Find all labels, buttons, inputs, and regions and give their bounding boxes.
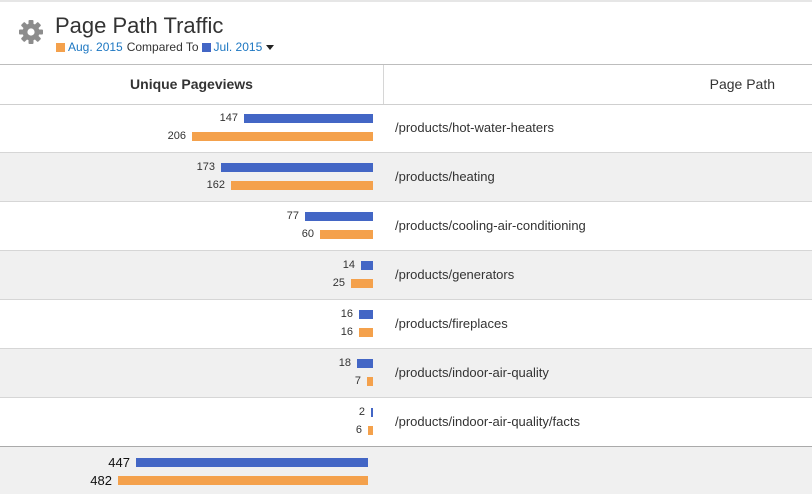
aug-bar [368,426,373,435]
aug-value: 25 [332,277,345,289]
jul-bar [305,212,373,221]
aug-value: 16 [340,326,353,338]
table-row[interactable]: 16 16/products/fireplaces [0,300,812,349]
table-body: 147 206/products/hot-water-heaters 173 162/… [0,104,812,447]
jul-value: 77 [286,210,299,222]
aug-value: 7 [354,375,361,387]
page-path-link[interactable]: /products/cooling-air-conditioning [395,218,586,233]
total-jul-bar [136,458,368,467]
column-header-unique-pageviews[interactable]: Unique Pageviews [0,65,384,104]
page-path-link[interactable]: /products/hot-water-heaters [395,120,554,135]
widget-title: Page Path Traffic [55,13,224,38]
chevron-down-icon[interactable] [266,44,275,50]
previous-period-link[interactable]: Jul. 2015 [213,40,263,54]
table-row[interactable]: 147 206/products/hot-water-heaters [0,104,812,153]
column-header-page-path[interactable]: Page Path [709,76,775,92]
jul-value: 16 [340,308,353,320]
page-path-link[interactable]: /products/indoor-air-quality [395,365,549,380]
total-jul-value: 447 [108,455,130,470]
aug-value: 162 [206,179,225,191]
total-aug-bar [118,476,368,485]
previous-period-swatch [201,42,211,52]
aug-bar [231,181,373,190]
jul-bar [357,359,373,368]
aug-bar [320,230,373,239]
table-header: Unique Pageviews Page Path [0,64,812,105]
jul-value: 14 [342,259,355,271]
jul-value: 147 [219,112,238,124]
totals-row: 447 482 [0,446,812,494]
jul-bar [371,408,373,417]
jul-bar [244,114,373,123]
page-path-link[interactable]: /products/fireplaces [395,316,508,331]
period-comparison: Aug. 2015 Compared To Jul. 2015 [56,40,275,54]
jul-value: 2 [358,406,365,418]
jul-bar [361,261,373,270]
aug-value: 60 [301,228,314,240]
table-row[interactable]: 77 60/products/cooling-air-conditioning [0,202,812,251]
table-row[interactable]: 173 162/products/heating [0,153,812,202]
aug-value: 206 [167,130,186,142]
aug-value: 6 [355,424,362,436]
top-border [0,0,812,2]
table-row[interactable]: 14 25/products/generators [0,251,812,300]
aug-bar [192,132,373,141]
gear-icon[interactable] [17,18,45,46]
page-path-link[interactable]: /products/indoor-air-quality/facts [395,414,580,429]
total-aug-value: 482 [90,473,112,488]
page-path-link[interactable]: /products/heating [395,169,495,184]
aug-bar [359,328,373,337]
widget-header: Page Path Traffic Aug. 2015 Compared To … [0,2,812,64]
aug-bar [351,279,373,288]
page-path-link[interactable]: /products/generators [395,267,515,282]
compared-to-label: Compared To [126,40,199,54]
current-period-link[interactable]: Aug. 2015 [68,40,123,54]
jul-value: 173 [196,161,215,173]
table-row[interactable]: 2 6/products/indoor-air-quality/facts [0,398,812,447]
aug-bar [367,377,373,386]
current-period-swatch [56,42,65,52]
jul-value: 18 [338,357,351,369]
jul-bar [221,163,373,172]
jul-bar [359,310,373,319]
table-row[interactable]: 18 7/products/indoor-air-quality [0,349,812,398]
